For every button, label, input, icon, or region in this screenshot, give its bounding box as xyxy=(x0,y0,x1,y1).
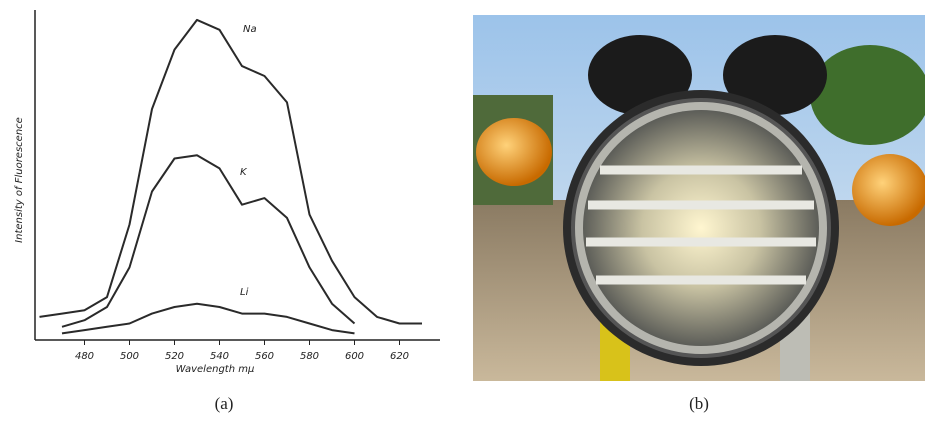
x-tick-label: 520 xyxy=(165,351,184,362)
series-label: Na xyxy=(243,24,257,35)
caption-a: (a) xyxy=(215,394,234,413)
x-tick-label: 500 xyxy=(120,351,139,362)
series-label: Li xyxy=(240,287,249,298)
x-tick-label: 580 xyxy=(300,351,319,362)
caption-b: (b) xyxy=(689,394,709,413)
x-tick-label: 560 xyxy=(255,351,274,362)
series-label: K xyxy=(240,167,248,178)
y-axis-label: Intensity of Fluorescence xyxy=(14,117,25,243)
x-tick-label: 480 xyxy=(75,351,94,362)
x-axis-label: Wavelength mμ xyxy=(176,364,255,375)
spectrum-line xyxy=(39,18,422,325)
x-tick-label: 600 xyxy=(345,351,364,362)
x-tick-label: 540 xyxy=(210,351,229,362)
headlight-photo xyxy=(473,15,925,381)
spectrum-line xyxy=(61,302,355,335)
x-tick-label: 620 xyxy=(390,351,409,362)
spectrum-line xyxy=(61,154,356,328)
spectrum-chart: Intensity of Fluorescence Wavelength mμ … xyxy=(14,10,440,375)
